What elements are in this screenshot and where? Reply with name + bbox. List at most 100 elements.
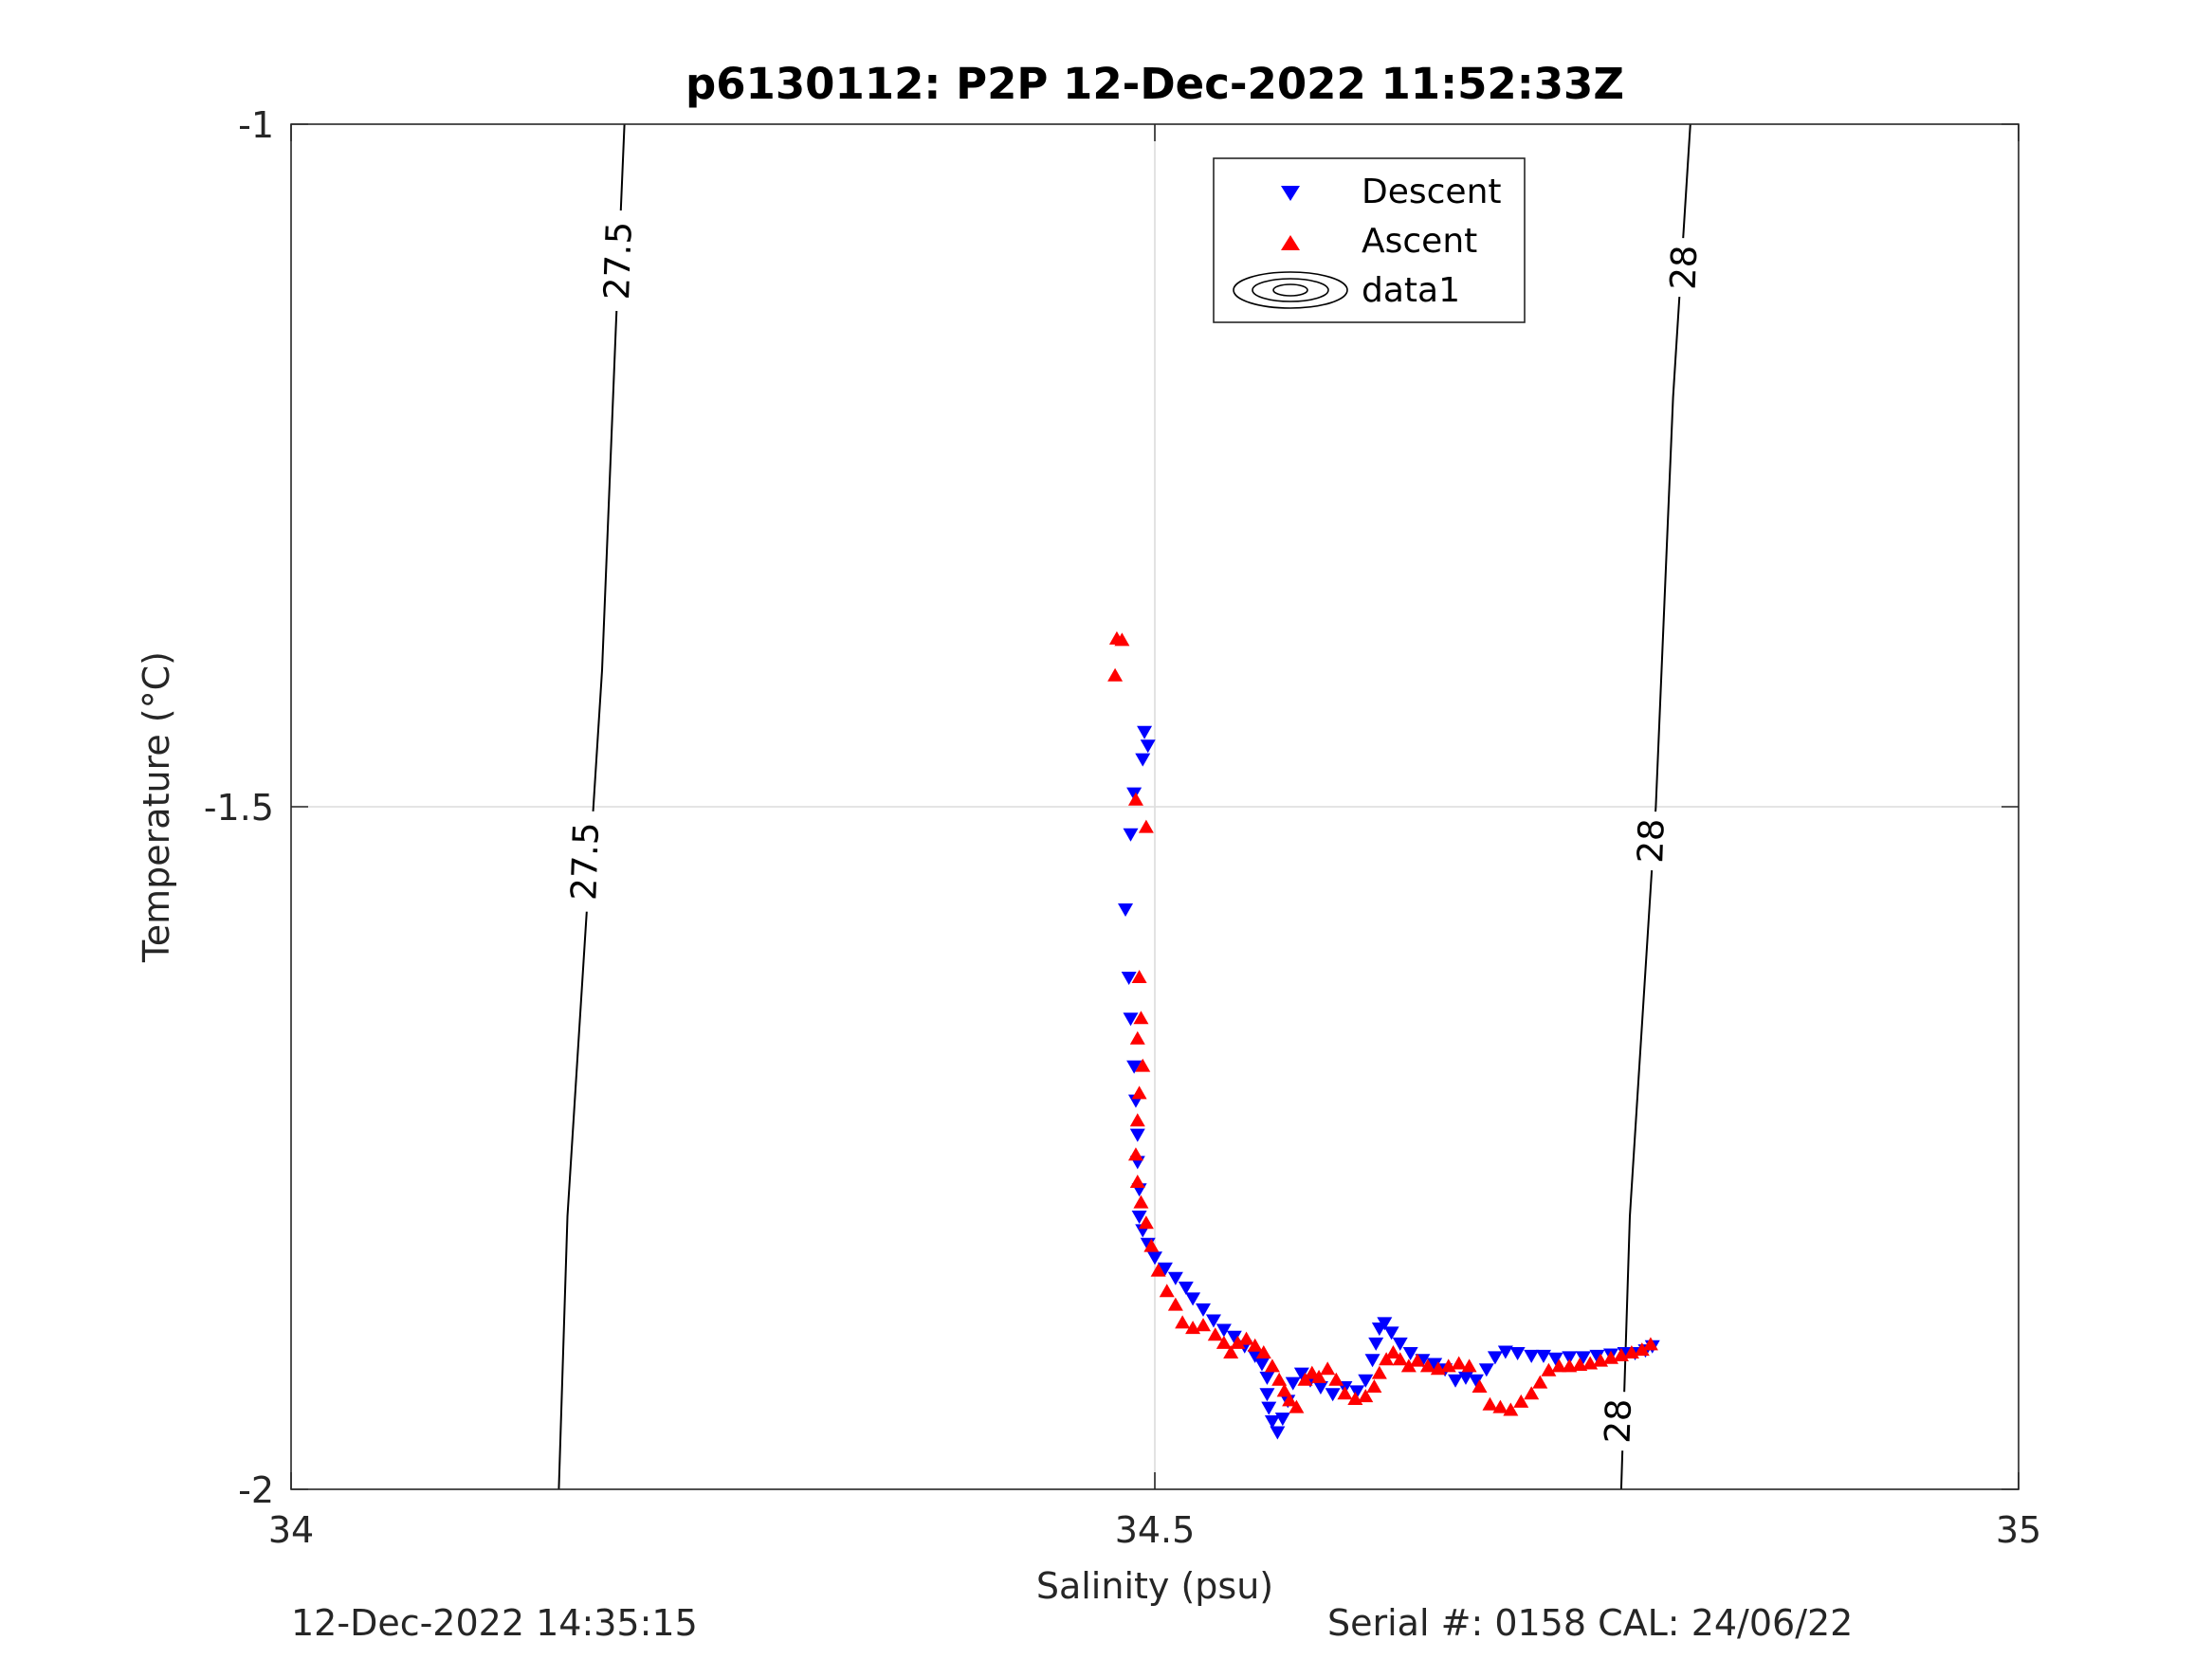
- x-tick-label: 35: [1996, 1509, 2041, 1551]
- descent-point: [1270, 1426, 1286, 1440]
- descent-point: [1129, 1128, 1145, 1142]
- ascent-point: [1492, 1399, 1508, 1413]
- descent-point: [1377, 1317, 1393, 1331]
- descent-point: [1524, 1349, 1540, 1363]
- legend-data1-label: data1: [1362, 271, 1460, 310]
- ascent-point: [1392, 1352, 1408, 1366]
- ascent-point: [1451, 1356, 1467, 1370]
- descent-point: [1140, 739, 1156, 754]
- ascent-point: [1238, 1331, 1254, 1345]
- legend-descent-marker: [1281, 186, 1300, 201]
- series-ascent: [1107, 630, 1658, 1416]
- descent-point: [1293, 1367, 1309, 1381]
- descent-point: [1261, 1401, 1277, 1415]
- descent-point: [1325, 1388, 1341, 1402]
- legend-box: [1213, 157, 1526, 323]
- descent-point: [1349, 1385, 1365, 1399]
- ascent-point: [1385, 1345, 1401, 1358]
- descent-point: [1126, 1060, 1143, 1074]
- ascent-point: [1127, 792, 1143, 806]
- ascent-point: [1138, 1215, 1154, 1230]
- ascent-point: [1358, 1389, 1374, 1403]
- legend-ascent-marker: [1281, 235, 1300, 250]
- ascent-point: [1255, 1345, 1271, 1358]
- contour-label: 27.5: [593, 210, 643, 312]
- ascent-point: [1482, 1396, 1498, 1411]
- y-tick-label: -2: [238, 1469, 274, 1511]
- ascent-point: [1282, 1393, 1298, 1407]
- descent-point: [1509, 1347, 1526, 1360]
- descent-point: [1253, 1358, 1270, 1372]
- ascent-point: [1127, 1147, 1143, 1161]
- ascent-point: [1366, 1379, 1382, 1393]
- descent-point: [1123, 828, 1139, 842]
- descent-point: [1259, 1388, 1275, 1402]
- chart-title: p6130112: P2P 12-Dec-2022 11:52:33Z: [686, 59, 1624, 109]
- ascent-point: [1409, 1353, 1425, 1367]
- descent-point: [1575, 1351, 1591, 1365]
- ascent-point: [1159, 1284, 1175, 1298]
- descent-point: [1478, 1363, 1494, 1377]
- contour-label: 28: [1626, 811, 1674, 871]
- descent-point: [1167, 1271, 1183, 1285]
- ascent-point: [1337, 1386, 1353, 1400]
- legend-descent-label: Descent: [1362, 173, 1502, 211]
- descent-point: [1178, 1281, 1194, 1295]
- ascent-point: [1150, 1263, 1166, 1277]
- x-tick-label: 34: [268, 1509, 314, 1551]
- descent-point: [1383, 1326, 1399, 1340]
- y-axis-label: Temperature (°C): [136, 651, 177, 963]
- ascent-point: [1129, 1175, 1145, 1188]
- descent-point: [1123, 1012, 1139, 1027]
- descent-point: [1226, 1330, 1242, 1344]
- descent-point: [1131, 1211, 1147, 1224]
- ascent-point: [1532, 1375, 1548, 1389]
- footer-serial: Serial #: 0158 CAL: 24/06/22: [1327, 1602, 1854, 1644]
- descent-point: [1497, 1345, 1513, 1359]
- ascent-point: [1311, 1369, 1327, 1383]
- legend-ascent-label: Ascent: [1362, 222, 1477, 261]
- ascent-point: [1328, 1372, 1344, 1386]
- ascent-point: [1216, 1335, 1232, 1349]
- descent-point: [1312, 1381, 1328, 1395]
- descent-point: [1368, 1337, 1384, 1351]
- ascent-point: [1114, 632, 1130, 647]
- ascent-point: [1129, 1030, 1145, 1045]
- descent-point: [1274, 1413, 1290, 1427]
- svg-text:28: 28: [1630, 818, 1673, 865]
- legend: Descent Ascent data1: [1213, 157, 1526, 323]
- ascent-point: [1135, 1058, 1151, 1072]
- svg-text:28: 28: [1663, 245, 1706, 291]
- descent-point: [1402, 1347, 1418, 1360]
- descent-point: [1216, 1323, 1232, 1338]
- ascent-point: [1541, 1362, 1557, 1376]
- ascent-point: [1634, 1342, 1650, 1357]
- ascent-point: [1271, 1372, 1288, 1386]
- ascent-point: [1131, 970, 1147, 983]
- ascent-point: [1230, 1335, 1246, 1349]
- ascent-point: [1572, 1357, 1588, 1371]
- descent-point: [1448, 1374, 1464, 1388]
- ascent-point: [1289, 1399, 1305, 1413]
- ascent-point: [1143, 1238, 1160, 1252]
- y-tick-label: -1: [238, 104, 274, 146]
- ascent-point: [1551, 1358, 1567, 1373]
- ascent-point: [1400, 1358, 1417, 1373]
- ascent-point: [1264, 1358, 1280, 1373]
- ascent-point: [1461, 1358, 1477, 1373]
- ascent-point: [1107, 667, 1124, 682]
- ascent-point: [1371, 1365, 1387, 1379]
- descent-point: [1157, 1262, 1173, 1276]
- descent-point: [1196, 1303, 1212, 1317]
- ascent-point: [1503, 1402, 1519, 1416]
- svg-text:27.5: 27.5: [563, 822, 607, 902]
- svg-text:27.5: 27.5: [596, 221, 640, 301]
- descent-point: [1247, 1349, 1263, 1363]
- ascent-point: [1196, 1318, 1212, 1332]
- ascent-point: [1562, 1358, 1578, 1373]
- y-tick-label: -1.5: [204, 787, 274, 829]
- ascent-point: [1175, 1315, 1191, 1329]
- legend-contour-icon: [1233, 271, 1348, 309]
- descent-point: [1126, 787, 1143, 801]
- descent-point: [1137, 725, 1153, 739]
